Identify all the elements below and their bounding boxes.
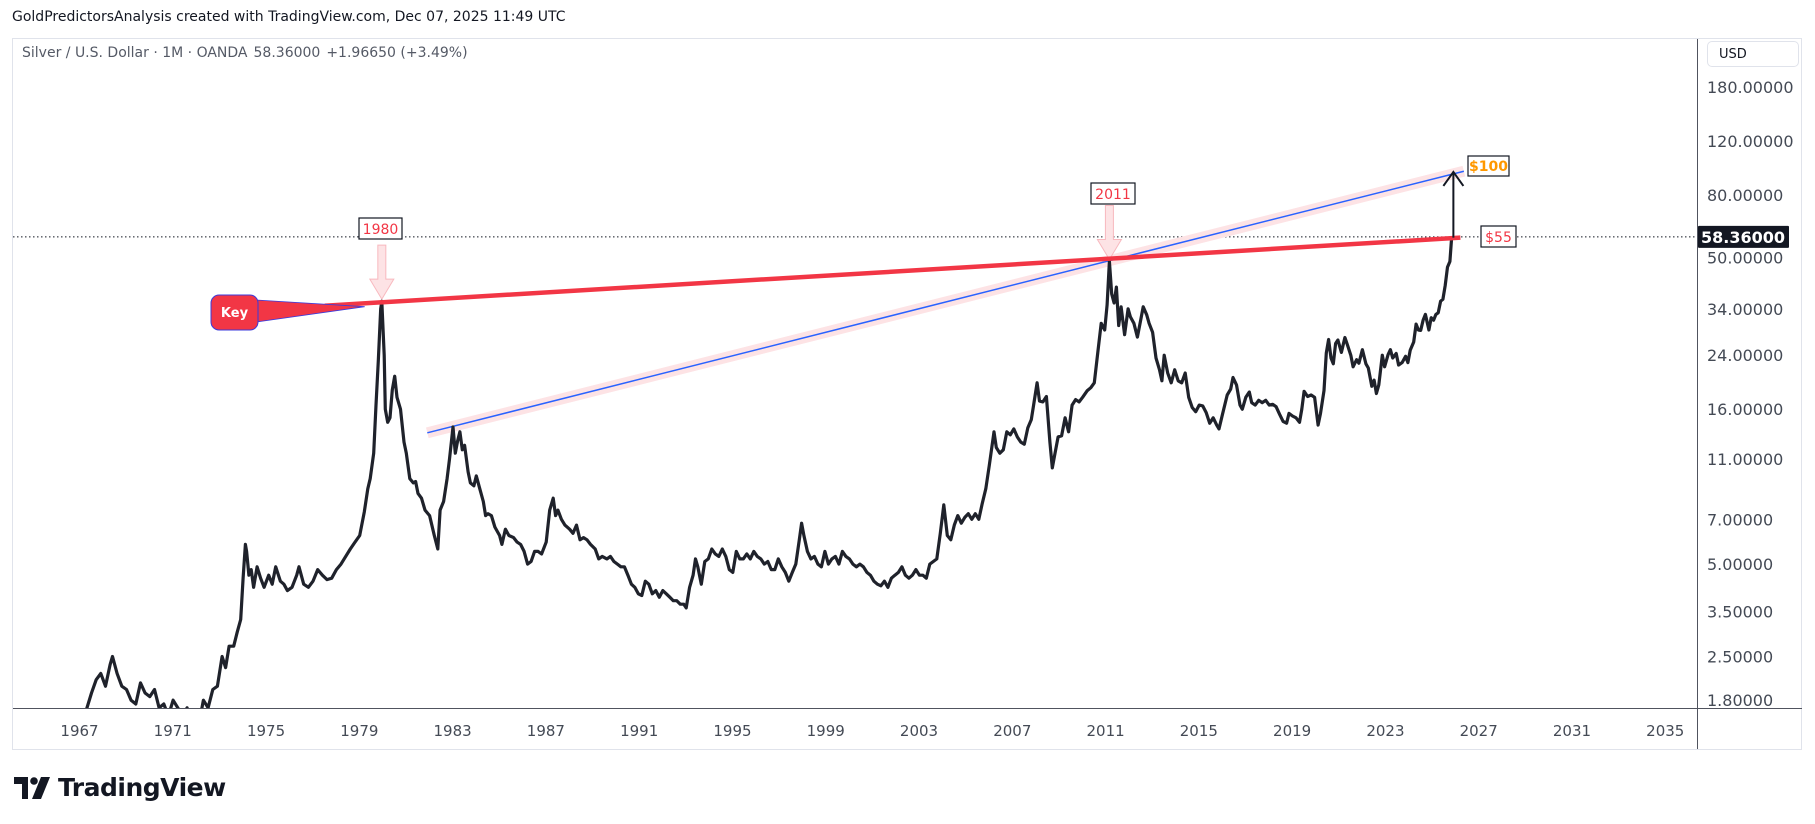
time-tick-label: 2027 (1460, 722, 1498, 740)
price-tick-label: 34.00000 (1707, 300, 1783, 319)
price-tick-label: 2.50000 (1707, 647, 1773, 666)
label-1980[interactable]: 1980 (358, 217, 403, 240)
label-55[interactable]: $55 (1480, 225, 1517, 248)
arrow-down-1980-icon (368, 244, 395, 301)
price-tick-label: 80.00000 (1707, 186, 1783, 205)
time-tick-label: 1967 (60, 722, 98, 740)
label-1980-text: 1980 (363, 222, 399, 238)
last-price-badge: 58.36000 (1698, 225, 1789, 248)
tradingview-logo-icon (14, 776, 50, 799)
label-55-text: $55 (1485, 230, 1512, 246)
legend-change: +1.96650 (+3.49%) (326, 45, 468, 61)
time-tick-label: 1975 (247, 722, 285, 740)
label-2011-text: 2011 (1095, 187, 1131, 203)
time-tick-label: 2007 (993, 722, 1031, 740)
arrow-up-icon (1442, 170, 1465, 187)
time-tick-label: 2015 (1180, 722, 1218, 740)
time-tick-label: 2003 (900, 722, 938, 740)
time-tick-label: 2035 (1646, 722, 1684, 740)
price-tick-label: 1.80000 (1707, 691, 1773, 710)
price-tick-label: 120.00000 (1707, 132, 1794, 151)
time-tick-label: 2031 (1553, 722, 1591, 740)
time-tick-label: 2023 (1366, 722, 1404, 740)
time-tick-label: 2019 (1273, 722, 1311, 740)
key-callout[interactable]: Key (210, 294, 259, 331)
price-tick-label: 16.00000 (1707, 400, 1783, 419)
tradingview-logo[interactable]: TradingView (14, 773, 226, 802)
price-tick-label: 3.50000 (1707, 603, 1773, 622)
last-price-text: 58.36000 (1701, 228, 1785, 247)
legend-price: 58.36000 (253, 45, 321, 61)
tradingview-logo-text: TradingView (58, 773, 226, 802)
chart-attribution: GoldPredictorsAnalysis created with Trad… (12, 9, 566, 25)
symbol-legend[interactable]: Silver / U.S. Dollar · 1M · OANDA 58.3600… (22, 45, 474, 61)
time-tick-label: 1999 (807, 722, 845, 740)
key-label: Key (221, 306, 249, 321)
time-tick-label: 1983 (434, 722, 472, 740)
time-axis[interactable]: 1967 1971 1975 1979 1983 1987 1991 1995 1999 2003… (60, 722, 1684, 740)
label-100-text: $100 (1469, 159, 1508, 175)
price-axis[interactable]: 180.00000 120.00000 80.00000 50.00000 34.000… (1707, 78, 1794, 710)
time-tick-label: 1971 (154, 722, 192, 740)
price-tick-label: 11.00000 (1707, 450, 1783, 469)
silver-price-series (85, 236, 1454, 708)
symbol-name: Silver / U.S. Dollar · 1M · OANDA (22, 45, 248, 61)
blue-trendline[interactable] (427, 170, 1465, 434)
time-tick-label: 1995 (713, 722, 751, 740)
red-trendline[interactable] (324, 235, 1461, 308)
price-tick-label: 180.00000 (1707, 78, 1794, 97)
price-tick-label: 5.00000 (1707, 555, 1773, 574)
price-tick-label: 7.00000 (1707, 510, 1773, 529)
time-tick-label: 1991 (620, 722, 658, 740)
label-100[interactable]: $100 (1467, 155, 1510, 177)
time-tick-label: 1987 (527, 722, 565, 740)
currency-button[interactable]: USD (1707, 41, 1799, 67)
time-tick-label: 2011 (1086, 722, 1124, 740)
chart-frame (12, 38, 1802, 750)
arrow-down-2011-icon (1096, 204, 1123, 261)
price-tick-label: 50.00000 (1707, 248, 1783, 267)
price-tick-label: 24.00000 (1707, 346, 1783, 365)
time-tick-label: 1979 (340, 722, 378, 740)
label-2011[interactable]: 2011 (1090, 182, 1136, 205)
